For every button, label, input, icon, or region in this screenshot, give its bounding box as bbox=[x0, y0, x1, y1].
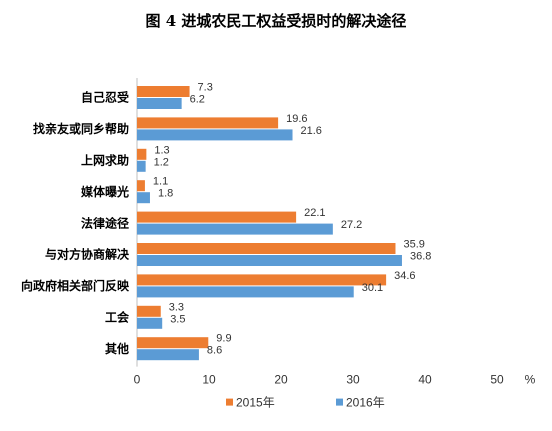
data-label: 1.2 bbox=[154, 156, 169, 168]
data-label: 1.8 bbox=[158, 188, 173, 200]
bar-2016 bbox=[137, 286, 354, 298]
bar-2016 bbox=[137, 129, 293, 141]
bar-2015 bbox=[137, 117, 279, 129]
data-label: 19.6 bbox=[286, 113, 307, 125]
bar-2015 bbox=[137, 305, 161, 317]
legend-swatch-2016 bbox=[336, 398, 343, 406]
legend-label-2015: 2015年 bbox=[236, 396, 275, 410]
bar-2016 bbox=[137, 192, 150, 204]
category-label: 向政府相关部门反映 bbox=[21, 278, 130, 293]
data-label: 22.1 bbox=[304, 207, 325, 219]
data-label: 21.6 bbox=[301, 125, 322, 137]
legend-swatch-2015 bbox=[226, 398, 233, 406]
x-tick-label: 0 bbox=[134, 373, 141, 387]
data-label: 34.6 bbox=[394, 270, 415, 282]
category-label: 工会 bbox=[105, 310, 130, 325]
category-label: 媒体曝光 bbox=[81, 184, 129, 199]
bar-2015 bbox=[137, 243, 396, 254]
data-label: 30.1 bbox=[362, 282, 383, 294]
data-label: 1.3 bbox=[154, 144, 169, 156]
bar-2016 bbox=[137, 160, 146, 172]
category-label: 上网求助 bbox=[81, 153, 129, 168]
category-label: 其他 bbox=[105, 341, 129, 356]
bar-2015 bbox=[137, 337, 209, 349]
bar-2016 bbox=[137, 223, 333, 235]
data-label: 36.8 bbox=[410, 251, 431, 263]
data-label: 9.9 bbox=[216, 333, 231, 345]
data-label: 27.2 bbox=[341, 219, 362, 231]
bar-2016 bbox=[137, 98, 182, 109]
chart-title: 图 4 进城农民工权益受损时的解决途径 bbox=[146, 12, 407, 30]
bar-2015 bbox=[137, 180, 145, 192]
data-label: 7.3 bbox=[198, 82, 213, 94]
data-label: 3.3 bbox=[169, 301, 184, 313]
bar-2015 bbox=[137, 274, 387, 286]
data-label: 1.1 bbox=[153, 176, 168, 188]
x-axis-unit: % bbox=[525, 373, 536, 387]
bar-2016 bbox=[137, 349, 199, 361]
bar-2016 bbox=[137, 255, 402, 266]
data-label: 35.9 bbox=[403, 239, 424, 251]
x-tick-label: 40 bbox=[418, 373, 432, 387]
x-tick-label: 20 bbox=[274, 373, 288, 387]
category-label: 自己忍受 bbox=[81, 90, 129, 105]
legend: 2015年 2016年 bbox=[226, 396, 385, 410]
bar-2015 bbox=[137, 211, 297, 223]
x-tick-label: 10 bbox=[202, 373, 216, 387]
x-tick-label: 50 bbox=[490, 373, 504, 387]
plot-area: 自己忍受 7.36.2 找亲友或同乡帮助 19.621.6 上网求助 1.31.2 媒体曝光… bbox=[21, 78, 536, 387]
category-label: 找亲友或同乡帮助 bbox=[33, 121, 129, 136]
bar-2015 bbox=[137, 148, 147, 160]
bar-2016 bbox=[137, 317, 163, 329]
data-label: 8.6 bbox=[207, 345, 222, 357]
bar-2015 bbox=[137, 86, 190, 97]
legend-label-2016: 2016年 bbox=[346, 396, 385, 410]
x-tick-label: 30 bbox=[346, 373, 360, 387]
category-label: 法律途径 bbox=[81, 215, 129, 230]
category-label: 与对方协商解决 bbox=[45, 247, 130, 262]
data-label: 3.5 bbox=[170, 313, 185, 325]
data-label: 6.2 bbox=[190, 94, 205, 106]
